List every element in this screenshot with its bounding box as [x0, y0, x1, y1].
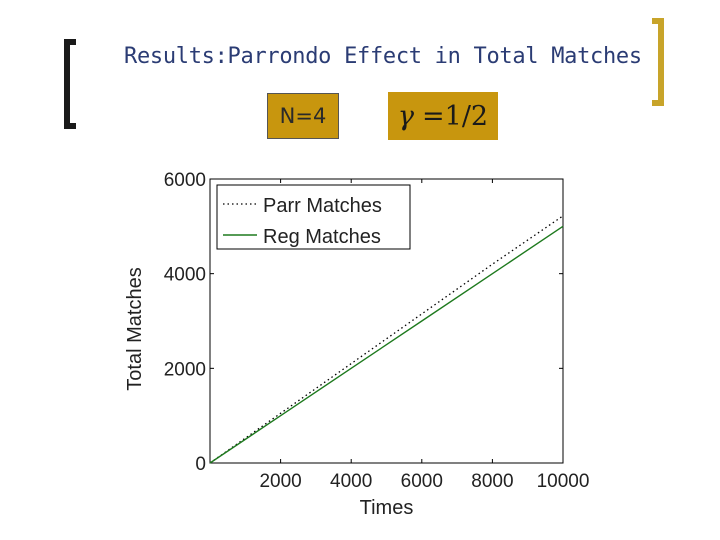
gamma-formula-box: γ =1/2 [388, 92, 498, 140]
gamma-value: =1/2 [422, 100, 489, 132]
left-bracket-decoration [64, 39, 76, 129]
n-value-label: N=4 [279, 104, 327, 128]
legend-entry-2: Reg Matches [263, 226, 381, 248]
series-line-2 [209, 225, 564, 464]
x-axis-label: Times [360, 497, 414, 519]
gamma-symbol: γ [397, 100, 415, 132]
y-tick-label: 0 [195, 454, 206, 475]
x-tick-label: 2000 [259, 471, 301, 492]
x-tick-label: 8000 [471, 471, 513, 492]
n-value-box: N=4 [267, 93, 339, 139]
y-axis-label: Total Matches [124, 267, 146, 390]
y-tick-label: 2000 [164, 359, 206, 380]
x-tick-label: 6000 [401, 471, 443, 492]
legend-box [216, 184, 411, 250]
legend-entry-1: Parr Matches [263, 195, 382, 217]
y-tick-label: 4000 [164, 265, 206, 286]
x-tick-label: 4000 [330, 471, 372, 492]
slide-title: Results:Parrondo Effect in Total Matches [124, 44, 642, 69]
right-bracket-decoration [652, 18, 664, 106]
y-tick-label: 6000 [164, 170, 206, 191]
x-tick-label: 10000 [537, 471, 590, 492]
